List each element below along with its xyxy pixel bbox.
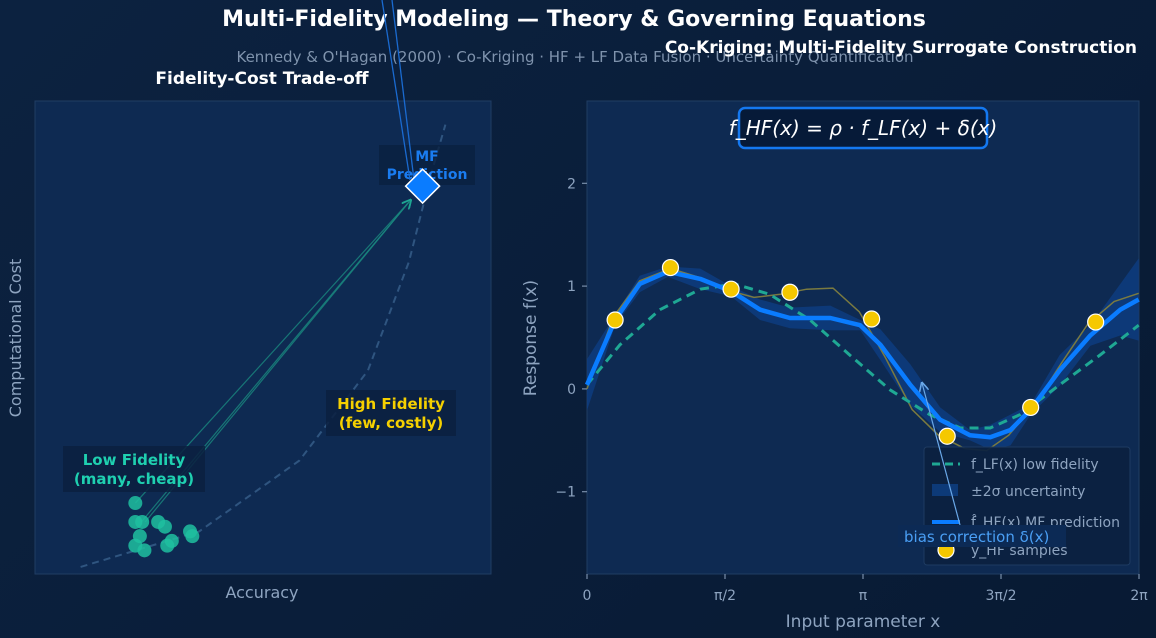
hf-sample-point xyxy=(863,310,881,328)
right-x-axis-label: Input parameter x xyxy=(786,612,941,632)
hf-sample-point xyxy=(1022,398,1040,417)
right-chart-title: Co-Kriging: Multi-Fidelity Surrogate Con… xyxy=(665,38,1137,58)
left-x-axis-label: Accuracy xyxy=(225,583,298,602)
hf-sample-point xyxy=(661,258,680,277)
mf-prediction-line xyxy=(584,269,1140,440)
x-tick-label: π xyxy=(859,588,868,604)
annotation-line: MF xyxy=(415,149,439,165)
annotation-line: (few, costly) xyxy=(339,414,443,432)
right-y-axis-label: Response f(x) xyxy=(521,280,541,396)
cokriging-panel: Co-Kriging: Multi-Fidelity Surrogate Con… xyxy=(521,38,1148,632)
high-fidelity-annotation: High Fidelity (few, costly) xyxy=(337,395,445,432)
x-tick-label: 2π xyxy=(1130,588,1148,604)
equation-text: f_HF(x) = ρ · f_LF(x) + δ(x) xyxy=(729,116,998,140)
low-fidelity-point xyxy=(128,496,143,511)
x-tick-label: π/2 xyxy=(714,588,736,604)
annotation-line: High Fidelity xyxy=(337,395,445,413)
y-tick-label: 1 xyxy=(567,279,576,295)
low-fidelity-point xyxy=(185,529,200,544)
legend-lf-label: f_LF(x) low fidelity xyxy=(971,457,1099,473)
fidelity-cost-panel: Fidelity-Cost Trade-off Accuracy Computa… xyxy=(6,0,492,602)
y-tick-label: 2 xyxy=(567,176,576,192)
y-tick-label: 0 xyxy=(567,382,576,398)
low-fidelity-point xyxy=(137,543,152,558)
x-tick-label: 0 xyxy=(583,588,592,604)
equation-box xyxy=(737,106,989,150)
low-fidelity-point xyxy=(157,519,172,534)
x-tick-label: 3π/2 xyxy=(986,588,1017,604)
low-fidelity-label-box xyxy=(63,446,205,492)
figure-title: Multi-Fidelity Modeling — Theory & Gover… xyxy=(222,7,926,32)
hf-sample-point xyxy=(781,283,799,301)
annotation-line: (many, cheap) xyxy=(74,470,194,488)
y-tick-label: −1 xyxy=(555,485,576,501)
low-fidelity-point xyxy=(128,514,143,529)
legend-band-swatch xyxy=(932,484,958,496)
hf-sample-point xyxy=(1087,313,1105,331)
annotation-line: Low Fidelity xyxy=(83,451,186,469)
stray-arrow-line xyxy=(381,0,411,181)
legend-band-label: ±2σ uncertainty xyxy=(971,484,1085,500)
left-y-axis-label: Computational Cost xyxy=(6,259,25,417)
stray-arrow-line xyxy=(391,0,415,181)
left-chart-title: Fidelity-Cost Trade-off xyxy=(155,69,368,89)
low-fidelity-annotation: Low Fidelity (many, cheap) xyxy=(74,451,194,488)
hf-sample-point xyxy=(722,280,740,298)
bias-annotation-group: bias correction δ(x) xyxy=(898,383,1066,547)
high-fidelity-label-box xyxy=(326,390,456,436)
mf-prediction-point xyxy=(404,168,441,205)
hf-sample-point xyxy=(606,311,624,329)
bias-arrow xyxy=(922,383,961,526)
uncertainty-band xyxy=(587,258,1139,450)
figure-subtitle: Kennedy & O'Hagan (2000) · Co-Kriging · … xyxy=(236,48,913,66)
low-fidelity-point xyxy=(164,533,179,548)
hf-sample-point xyxy=(938,427,956,445)
bias-label-box xyxy=(898,525,1066,547)
bias-correction-annotation: bias correction δ(x) xyxy=(904,528,1049,546)
